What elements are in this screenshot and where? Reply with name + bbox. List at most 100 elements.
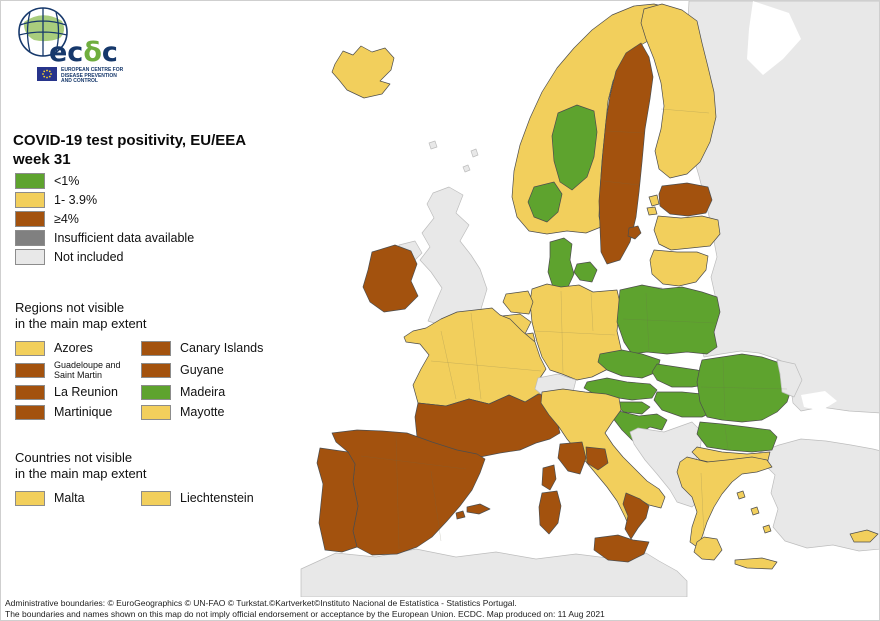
region-label-azores: Azores (54, 341, 93, 355)
map-region-latvia (653, 215, 721, 251)
region-label-guadeloupe: Guadeloupe and Saint Martin (54, 360, 121, 380)
map-region-shetland-islands (470, 148, 479, 158)
map-title-line2: week 31 (13, 151, 71, 168)
map-region-czechia (597, 349, 661, 379)
map-region-marche (585, 446, 609, 471)
legend-label: Insufficient data available (54, 231, 195, 245)
country-swatch-malta (15, 491, 45, 506)
country-label-malta: Malta (54, 491, 85, 505)
map-region-eastern-europe (687, 1, 879, 414)
region-swatch-madeira (141, 385, 171, 400)
regions-title-line1: Regions not visible (15, 300, 125, 315)
ecdc-logo: ecδc EUROPEAN CENTRE FOR DISEASE PREVENT… (15, 5, 145, 84)
legend-item: Insufficient data available (15, 230, 194, 246)
countries-title-line2: in the main map extent (15, 466, 147, 481)
region-label-la-reunion: La Reunion (54, 385, 118, 399)
map-region-finland (640, 3, 717, 179)
footer-line2: The boundaries and names shown on this m… (5, 608, 605, 619)
map-region-cyprus (849, 529, 879, 543)
countries-section-title: Countries not visible in the main map ex… (15, 450, 281, 482)
map-region-iceland (331, 45, 395, 99)
country-swatch-liechtenstein (141, 491, 171, 506)
map-region-crete (734, 557, 778, 570)
map-region-romania (696, 353, 793, 423)
map-region-sicily (593, 534, 650, 563)
map-region-ibiza (455, 510, 466, 520)
map-region-orkney-islands (462, 164, 471, 173)
map-region-sweden (598, 42, 654, 265)
region-swatch-guadeloupe (15, 363, 45, 378)
legend-label: 1- 3.9% (54, 193, 98, 207)
countries-not-visible-section: Countries not visible in the main map ex… (15, 450, 281, 506)
map-region-gotland (627, 225, 642, 240)
map-region-moldova (776, 359, 803, 398)
eu-flag-icon (37, 67, 57, 81)
countries-legend-grid: Malta Liechtenstein (15, 491, 281, 506)
map-region-calabria (622, 492, 650, 540)
map-region-bulgaria-north (696, 421, 778, 453)
footer-line1: Administrative boundaries: © EuroGeograp… (5, 598, 517, 608)
ecdc-wordmark: ecδc (49, 37, 118, 65)
map-region-norway-inland-2 (527, 181, 563, 223)
map-region-estonian-islands-2 (646, 206, 658, 216)
region-swatch-azores (15, 341, 45, 356)
legend-item: <1% (15, 173, 194, 189)
map-region-estonia (658, 182, 713, 217)
map-region-norway-inland-1 (551, 104, 598, 191)
map-title: COVID-19 test positivity, EU/EEA week 31 (13, 131, 246, 169)
regions-legend-grid: Azores Canary Islands Guadeloupe and Sai… (15, 341, 281, 420)
map-footer: Administrative boundaries: © EuroGeograp… (5, 598, 605, 619)
map-region-netherlands (502, 290, 534, 315)
map-region-greek-island-2 (750, 506, 760, 516)
region-swatch-guyane (141, 363, 171, 378)
map-region-lithuania (649, 249, 709, 287)
map-region-denmark (547, 237, 575, 291)
map-region-greek-island-1 (736, 490, 746, 500)
europe-map (300, 1, 879, 597)
map-region-tuscany (557, 441, 587, 475)
map-region-denmark-islands (573, 261, 598, 283)
legend-swatch-high (15, 211, 45, 227)
map-region-greek-island-3 (762, 524, 772, 534)
map-region-ireland (362, 244, 419, 313)
legend-item: ≥4% (15, 211, 194, 227)
legend-label: ≥4% (54, 212, 79, 226)
region-swatch-canary-islands (141, 341, 171, 356)
map-region-poland (616, 284, 721, 355)
map-region-sardinia (538, 490, 562, 535)
crimea-cutout (801, 391, 837, 411)
region-label-madeira: Madeira (180, 385, 226, 399)
legend-swatch-low (15, 173, 45, 189)
regions-section-title: Regions not visible in the main map exte… (15, 300, 281, 332)
region-swatch-la-reunion (15, 385, 45, 400)
region-label-martinique: Martinique (54, 405, 113, 419)
legend-swatch-not-included (15, 249, 45, 265)
map-region-faroe-islands (428, 140, 438, 150)
legend-item: 1- 3.9% (15, 192, 194, 208)
countries-title-line1: Countries not visible (15, 450, 133, 465)
region-swatch-mayotte (141, 405, 171, 420)
region-label-canary-islands: Canary Islands (180, 341, 264, 355)
legend-label: <1% (54, 174, 80, 188)
ecdc-logo-subtitle: EUROPEAN CENTRE FOR DISEASE PREVENTION A… (61, 67, 124, 85)
region-swatch-martinique (15, 405, 45, 420)
country-label-liechtenstein: Liechtenstein (180, 491, 254, 505)
white-sea (747, 1, 801, 75)
map-region-peloponnese (693, 536, 723, 561)
region-label-guyane: Guyane (180, 363, 224, 377)
region-subdivision-lines (360, 108, 788, 550)
legend: <1% 1- 3.9% ≥4% Insufficient data availa… (15, 173, 194, 268)
map-region-portugal (316, 447, 359, 553)
regions-title-line2: in the main map extent (15, 316, 147, 331)
map-region-great-britain (419, 186, 488, 328)
map-region-greece (676, 456, 773, 548)
region-label-mayotte: Mayotte (180, 405, 225, 419)
map-region-turkey (757, 438, 879, 552)
legend-swatch-mid (15, 192, 45, 208)
regions-not-visible-section: Regions not visible in the main map exte… (15, 300, 281, 420)
ecdc-logo-graphic: ecδc (18, 7, 118, 68)
legend-label: Not included (54, 250, 124, 264)
legend-item: Not included (15, 249, 194, 265)
legend-swatch-insufficient (15, 230, 45, 246)
